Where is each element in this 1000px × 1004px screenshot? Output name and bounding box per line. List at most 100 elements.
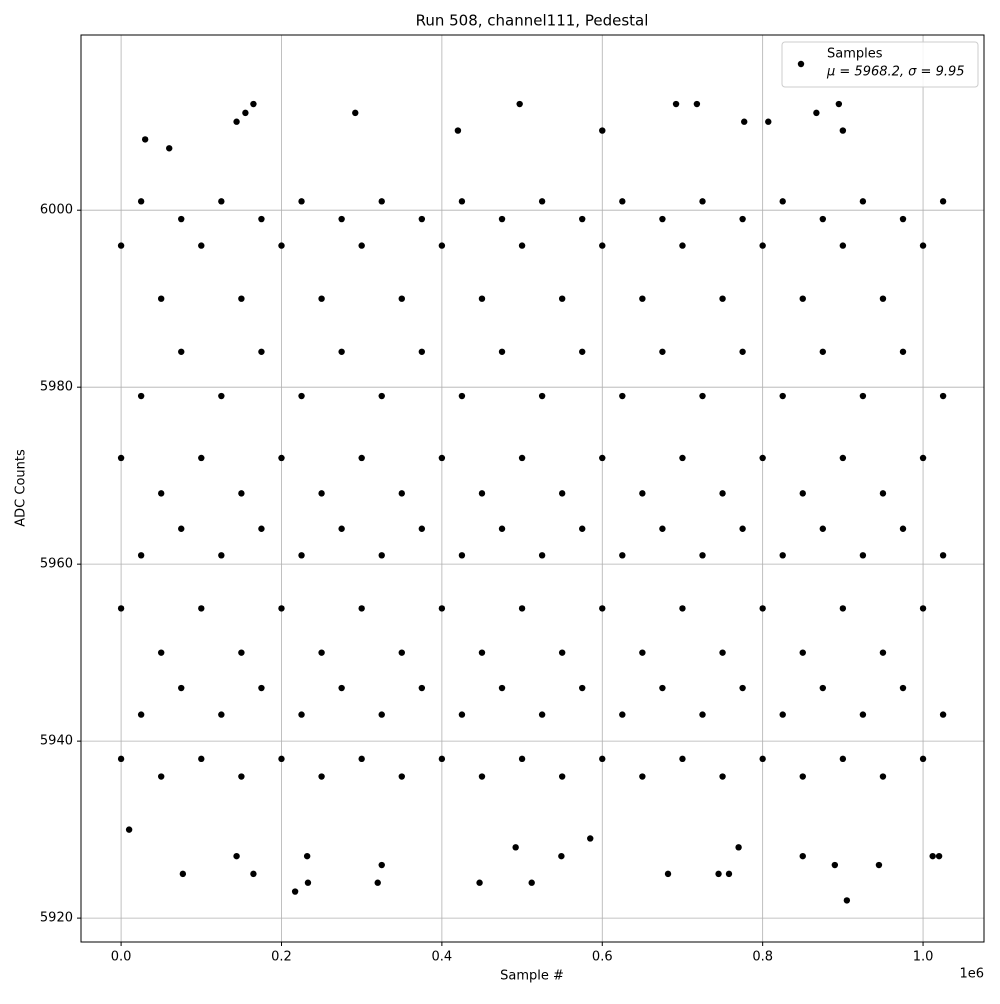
data-point bbox=[639, 295, 646, 302]
data-point bbox=[398, 773, 405, 780]
data-point bbox=[819, 348, 827, 355]
data-point bbox=[739, 215, 746, 223]
data-point bbox=[693, 100, 701, 108]
data-point bbox=[725, 870, 733, 878]
data-point bbox=[233, 852, 240, 860]
data-point bbox=[819, 684, 827, 692]
data-point bbox=[859, 198, 867, 205]
data-point bbox=[558, 852, 565, 860]
data-point bbox=[478, 773, 486, 780]
data-point bbox=[516, 100, 523, 108]
data-point bbox=[318, 649, 325, 656]
data-point bbox=[639, 490, 646, 497]
data-point bbox=[478, 649, 486, 656]
data-point bbox=[458, 552, 466, 559]
data-point bbox=[498, 525, 506, 532]
data-point bbox=[929, 852, 936, 860]
y-tick-label: 5960 bbox=[40, 557, 73, 572]
data-point bbox=[558, 295, 566, 302]
data-point bbox=[178, 215, 185, 223]
data-point bbox=[558, 649, 566, 656]
data-point bbox=[619, 552, 626, 559]
data-point bbox=[879, 773, 887, 780]
data-point bbox=[338, 348, 345, 355]
data-point bbox=[141, 136, 149, 143]
data-point bbox=[765, 118, 772, 125]
x-axis-label: Sample # bbox=[500, 969, 564, 984]
data-point bbox=[859, 392, 867, 400]
data-point bbox=[498, 215, 506, 223]
data-point bbox=[759, 605, 766, 612]
data-point bbox=[298, 552, 305, 559]
data-point bbox=[919, 605, 927, 612]
x-tick-label: 0.4 bbox=[432, 950, 453, 965]
data-point bbox=[619, 392, 626, 400]
data-point bbox=[233, 118, 240, 125]
data-point bbox=[398, 490, 405, 497]
data-point bbox=[799, 852, 806, 860]
data-point bbox=[291, 888, 299, 895]
data-point bbox=[157, 295, 165, 302]
data-point bbox=[318, 490, 325, 497]
data-point bbox=[117, 454, 125, 462]
data-point bbox=[875, 861, 883, 869]
data-point bbox=[438, 605, 446, 612]
data-point bbox=[157, 490, 165, 497]
data-point bbox=[338, 684, 345, 692]
data-point bbox=[719, 295, 726, 302]
data-point bbox=[278, 454, 285, 462]
data-point bbox=[839, 755, 847, 763]
data-point bbox=[839, 127, 847, 134]
data-point bbox=[458, 198, 466, 205]
data-point bbox=[879, 295, 887, 302]
data-point bbox=[157, 773, 165, 780]
data-point bbox=[679, 242, 686, 249]
data-point bbox=[125, 826, 133, 833]
data-point bbox=[799, 490, 806, 497]
data-point bbox=[779, 392, 786, 400]
data-point bbox=[599, 242, 606, 249]
data-point bbox=[819, 215, 827, 223]
data-point bbox=[358, 454, 365, 462]
data-point bbox=[599, 127, 606, 134]
data-point bbox=[759, 755, 766, 763]
data-point bbox=[843, 897, 851, 904]
x-tick-label: 0.2 bbox=[271, 950, 292, 965]
data-point bbox=[398, 295, 405, 302]
data-point bbox=[498, 684, 506, 692]
data-point bbox=[819, 525, 827, 532]
data-point bbox=[238, 649, 245, 656]
y-tick-label: 6000 bbox=[40, 203, 73, 218]
data-point bbox=[518, 242, 526, 249]
chart-title: Run 508, channel111, Pedestal bbox=[416, 12, 649, 30]
data-point bbox=[518, 755, 526, 763]
data-point bbox=[659, 348, 666, 355]
data-point bbox=[599, 454, 606, 462]
data-point bbox=[739, 348, 746, 355]
data-point bbox=[358, 605, 365, 612]
data-point bbox=[378, 861, 385, 869]
data-point bbox=[198, 242, 205, 249]
data-point bbox=[298, 198, 305, 205]
data-point bbox=[218, 392, 225, 400]
data-point bbox=[478, 490, 486, 497]
data-point bbox=[715, 870, 722, 878]
data-point bbox=[358, 242, 365, 249]
data-point bbox=[137, 198, 145, 205]
y-tick-label: 5980 bbox=[40, 380, 73, 395]
data-point bbox=[418, 348, 426, 355]
data-point bbox=[879, 490, 887, 497]
legend: Samples μ = 5968.2, σ = 9.95 bbox=[781, 41, 979, 88]
data-point bbox=[679, 755, 686, 763]
data-point bbox=[478, 295, 486, 302]
legend-marker bbox=[797, 60, 805, 68]
data-point bbox=[939, 392, 947, 400]
data-point bbox=[799, 649, 806, 656]
data-point bbox=[859, 552, 867, 559]
data-point bbox=[839, 242, 847, 249]
data-point bbox=[137, 711, 145, 718]
data-point bbox=[238, 295, 245, 302]
data-point bbox=[735, 844, 742, 851]
data-point bbox=[719, 773, 726, 780]
